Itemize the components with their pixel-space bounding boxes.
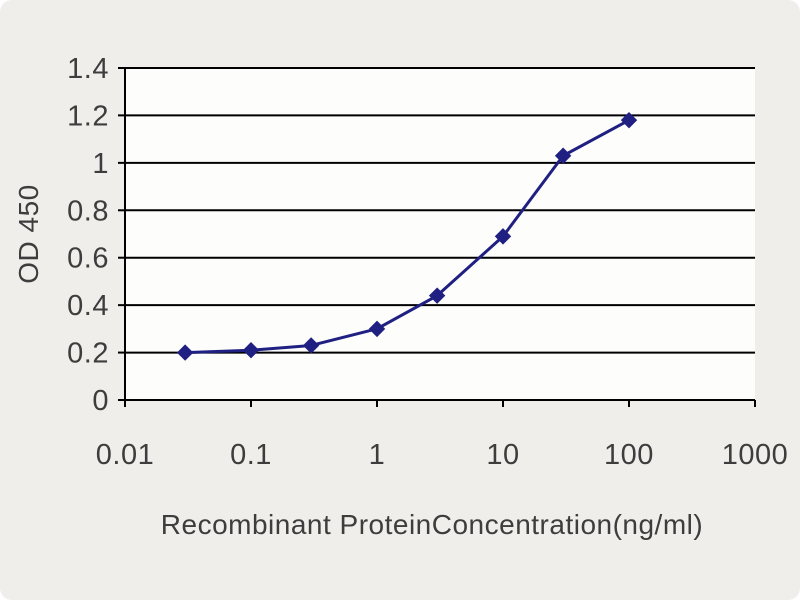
data-line <box>185 118 630 355</box>
y-tick-label: 0.8 <box>67 195 109 227</box>
x-tick-label: 1 <box>369 439 386 471</box>
y-tick-label: 1.4 <box>67 53 109 85</box>
data-point-marker <box>554 147 572 164</box>
x-tick-label: 0.1 <box>230 439 272 471</box>
data-point-marker <box>368 320 386 338</box>
x-tick-label: 1000 <box>722 439 789 471</box>
plot-background <box>125 68 755 400</box>
chart-layers: 0 0.2 0.4 0.6 0.8 1 1.2 1.4 0.01 0.1 1 10 100 1000 <box>67 53 788 471</box>
x-axis-title: Recombinant ProteinConcentration(ng/ml) <box>161 509 703 540</box>
y-tick-label: 1 <box>92 148 109 180</box>
data-point-marker <box>494 228 512 245</box>
y-tick-label: 0.4 <box>67 290 109 322</box>
y-tick-label: 0 <box>92 385 109 417</box>
data-point-marker <box>302 337 320 354</box>
y-axis-title: OD 450 <box>13 184 44 284</box>
x-tick-label: 0.01 <box>96 439 154 471</box>
y-tick-label: 0.6 <box>67 243 109 275</box>
data-point-marker <box>620 111 638 129</box>
data-point-marker <box>242 341 260 359</box>
x-tick-label: 100 <box>604 439 654 471</box>
data-point-marker <box>428 287 446 304</box>
y-tick-label: 0.2 <box>67 338 109 370</box>
x-tick-label: 10 <box>486 439 519 471</box>
data-point-marker <box>176 344 194 361</box>
y-tick-label: 1.2 <box>67 100 109 132</box>
